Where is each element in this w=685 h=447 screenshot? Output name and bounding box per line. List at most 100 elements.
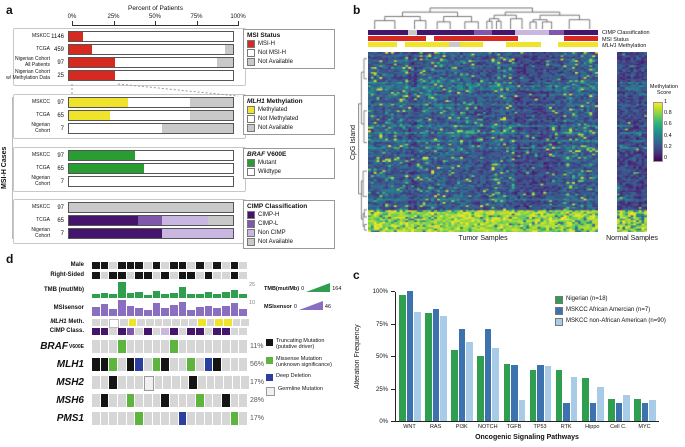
msisensor-bar bbox=[92, 306, 100, 316]
oncoprint-cell bbox=[169, 412, 178, 425]
stacked-bar bbox=[68, 110, 234, 121]
gene-name: PMS1 bbox=[56, 413, 84, 424]
oncoprint-cell bbox=[143, 358, 152, 371]
x-tick-label: Cell C. bbox=[610, 424, 627, 430]
legend-title: MLH1 Methylation bbox=[247, 98, 331, 105]
cohort-n: 1146 bbox=[51, 33, 64, 40]
x-tick-mark bbox=[72, 21, 73, 25]
bar-row: TCGA 65 bbox=[0, 110, 234, 121]
legend-swatch bbox=[247, 58, 255, 66]
oncoprint-cell bbox=[92, 394, 100, 407]
oncoprint-cell bbox=[169, 394, 178, 407]
x-tick-label: 25% bbox=[107, 14, 120, 20]
y-tick-mark bbox=[391, 388, 395, 390]
cohort-label: MSKCC bbox=[0, 97, 50, 108]
mutation-type-legend: Truncating Mutation (putative driver) Miss… bbox=[266, 338, 346, 401]
legend-item: Deep Deletion bbox=[266, 373, 346, 382]
bar-slot bbox=[109, 300, 117, 316]
legend-label-line: (putative driver) bbox=[276, 344, 315, 351]
oncoprint-cell bbox=[109, 376, 117, 389]
oncoprint-cell bbox=[187, 394, 195, 407]
oncoprint-cell bbox=[117, 394, 126, 407]
oncoprint-cell bbox=[213, 340, 221, 353]
panel-label-d: d bbox=[6, 252, 14, 266]
oncoprint-cell bbox=[230, 272, 239, 279]
cohort-label-line: TCGA bbox=[36, 164, 50, 171]
oncoprint-cell bbox=[230, 328, 239, 335]
bar-segment bbox=[144, 164, 233, 173]
bar-segment bbox=[114, 58, 217, 67]
oncoprint-cell bbox=[154, 376, 163, 389]
cohort-label-line: MSKCC bbox=[31, 98, 50, 105]
legend-title: BRAF V600E bbox=[247, 151, 331, 158]
legend-swatch bbox=[247, 229, 255, 237]
stacked-bar bbox=[68, 70, 234, 81]
legend-swatch bbox=[247, 238, 255, 246]
bar-slot bbox=[100, 282, 109, 298]
cohort-label-line: Nigerian bbox=[31, 227, 50, 233]
legend-box: MLH1 Methylation Methylated Not Methylated… bbox=[243, 95, 335, 135]
tmb-scale-legend: TMB(mut/Mb) 0 164 bbox=[264, 283, 341, 292]
cohort-n: 7 bbox=[60, 230, 64, 237]
oncoprint-cell bbox=[171, 319, 180, 326]
annotation-track bbox=[368, 36, 598, 41]
oncoprint-cell bbox=[195, 394, 204, 407]
x-tick-label: 75% bbox=[190, 14, 203, 20]
x-tick-label: Hippo bbox=[585, 424, 600, 430]
oncoprint-cell bbox=[197, 319, 206, 326]
bar bbox=[511, 365, 518, 421]
bar-segment bbox=[162, 124, 233, 133]
tmb-bar bbox=[230, 290, 239, 298]
bar bbox=[484, 328, 492, 421]
panel-label-a: a bbox=[6, 3, 13, 17]
oncoprint-cell bbox=[241, 319, 249, 326]
bar-slot bbox=[117, 300, 126, 316]
bar-slot bbox=[204, 300, 213, 316]
tmb-bar bbox=[152, 290, 161, 298]
colorbar-tick-label: 0.8 bbox=[664, 110, 672, 117]
legend-swatch bbox=[247, 115, 255, 123]
row-dendrogram bbox=[358, 52, 367, 232]
bar bbox=[466, 341, 473, 421]
oncoprint-cell bbox=[187, 358, 195, 371]
oncoprint-cell bbox=[232, 319, 241, 326]
bar-slot bbox=[100, 300, 109, 316]
msisensor-scale-triangle bbox=[298, 301, 323, 310]
cohort-n: 97 bbox=[57, 99, 64, 106]
legend-item: Non CIMP bbox=[247, 229, 331, 237]
oncoprint-cell bbox=[195, 340, 204, 353]
panel-label-b: b bbox=[353, 3, 361, 17]
oncoprint-cell bbox=[195, 358, 204, 371]
y-tick-mark bbox=[391, 421, 395, 422]
bar-slot bbox=[221, 300, 230, 316]
oncoprint-cell bbox=[109, 340, 117, 353]
oncoprint-cell bbox=[161, 412, 169, 425]
oncoprint-cell bbox=[169, 272, 178, 279]
legend-label: MSI-H bbox=[258, 41, 275, 47]
bar-segment bbox=[137, 216, 163, 225]
legend-label: Nigerian (n=18) bbox=[566, 296, 608, 302]
legend-label-line: Truncating Mutation bbox=[276, 338, 325, 344]
msisensor-bar bbox=[239, 309, 247, 316]
track-segment bbox=[434, 36, 518, 41]
oncoprint-cell bbox=[213, 412, 221, 425]
oncoprint-cell bbox=[204, 394, 213, 407]
oncoprint-cell bbox=[100, 340, 109, 353]
msisensor-threshold-label: 10 bbox=[249, 300, 256, 306]
oncoprint-cell bbox=[169, 358, 178, 371]
oncoprint-cell bbox=[152, 412, 161, 425]
bar-row: MSKCC 1146 bbox=[0, 31, 234, 42]
cohort-label-line: TCGA bbox=[36, 45, 50, 52]
cohort-label-line: TCGA bbox=[36, 111, 50, 118]
bar-slot bbox=[187, 282, 195, 298]
stacked-bar bbox=[68, 123, 234, 134]
x-tick-label: TGFB bbox=[506, 424, 522, 430]
oncoprint-cell bbox=[195, 412, 204, 425]
legend-label: Not Methylated bbox=[258, 116, 299, 122]
oncoprint-cell bbox=[143, 272, 152, 279]
msisensor-bar bbox=[109, 309, 117, 316]
stacked-bar bbox=[68, 228, 234, 239]
msi-h-cases-label: MSI-H Cases bbox=[1, 146, 8, 190]
cohort-n: 97 bbox=[57, 204, 64, 211]
text-part: CIMP Classification bbox=[247, 203, 308, 210]
